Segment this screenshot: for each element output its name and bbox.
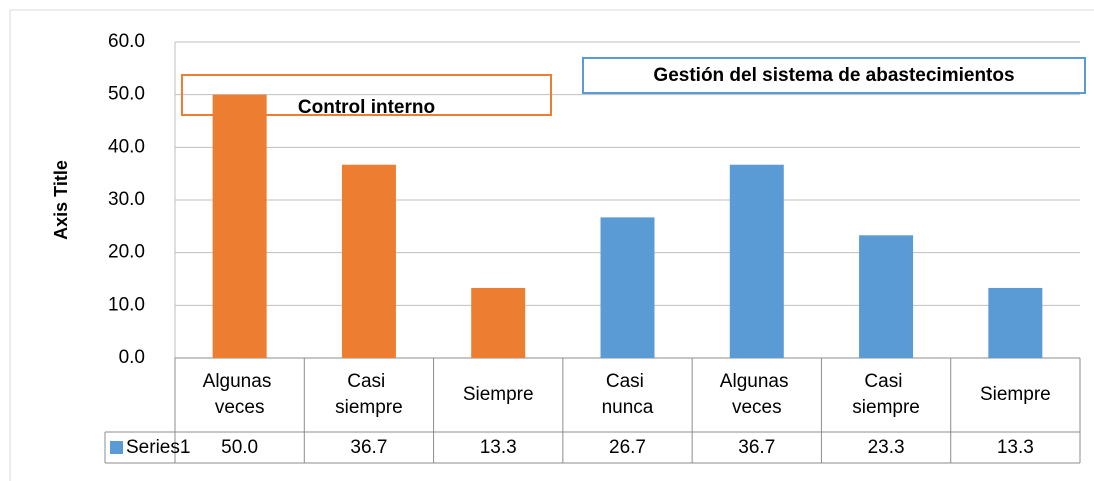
x-tick-label: Casi siempre (852, 371, 920, 418)
table-value: 23.3 (868, 437, 905, 458)
x-tick-label: Algunas veces (203, 371, 277, 418)
table-value: 36.7 (738, 437, 775, 458)
annotation-box (181, 74, 552, 116)
y-axis-title: Axis Title (51, 160, 71, 240)
table-value: 13.3 (997, 437, 1034, 458)
annotation-text: Gestión del sistema de abastecimientos (653, 65, 1014, 86)
annotation-box (582, 57, 1086, 94)
x-tick-label: Casi nunca (602, 371, 654, 418)
table-value: 36.7 (350, 437, 387, 458)
y-tick-label: 20.0 (108, 242, 145, 263)
bar (729, 164, 784, 358)
table-value: 26.7 (609, 437, 646, 458)
x-tick-label: Casi siempre (335, 371, 403, 418)
y-tick-label: 50.0 (108, 84, 145, 105)
bar (341, 164, 396, 358)
bar (600, 217, 655, 358)
y-tick-label: 10.0 (108, 294, 145, 315)
legend-swatch (110, 441, 123, 454)
legend-label: Series1 (126, 437, 190, 458)
x-tick-label: Siempre (463, 384, 534, 405)
y-tick-label: 30.0 (108, 189, 145, 210)
bar (988, 287, 1043, 358)
table-value: 50.0 (221, 437, 258, 458)
x-tick-label: Algunas veces (720, 371, 794, 418)
y-tick-label: 40.0 (108, 136, 145, 157)
bar (859, 235, 914, 358)
annotation-text: Control interno (298, 97, 435, 118)
bar (212, 94, 267, 359)
y-tick-label: 0.0 (119, 347, 145, 368)
bar (471, 287, 526, 358)
x-tick-label: Siempre (980, 384, 1051, 405)
y-tick-label: 60.0 (108, 31, 145, 52)
table-value: 13.3 (480, 437, 517, 458)
